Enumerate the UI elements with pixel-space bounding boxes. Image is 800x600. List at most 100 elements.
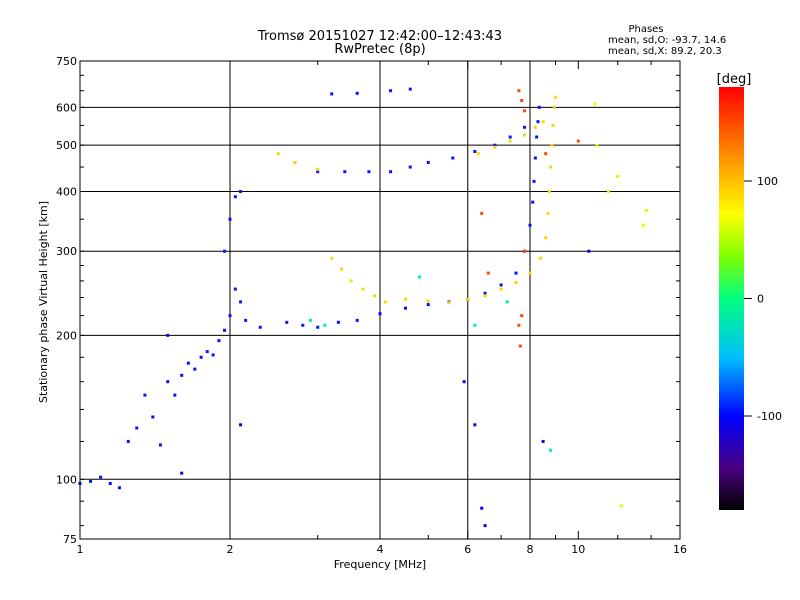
data-point	[166, 380, 170, 384]
colorbar	[719, 87, 744, 510]
data-point	[244, 318, 248, 322]
data-point	[547, 189, 551, 193]
data-point	[619, 504, 623, 508]
data-point	[239, 423, 243, 427]
data-point	[607, 189, 611, 193]
y-axis-label: Stationary phase Virtual Height [km]	[37, 201, 50, 403]
data-point	[143, 393, 147, 397]
colorbar-tick-label: 0	[757, 293, 764, 306]
data-points	[78, 87, 648, 528]
data-point	[486, 271, 490, 275]
colorbar-label: [deg]	[717, 72, 752, 87]
data-point	[151, 415, 155, 419]
data-point	[193, 367, 197, 371]
y-tick-label: 200	[56, 329, 77, 342]
colorbar-tick-label: -100	[757, 410, 782, 423]
data-point	[551, 123, 555, 127]
data-point	[403, 297, 407, 301]
data-point	[520, 314, 524, 318]
data-point	[408, 87, 412, 91]
data-point	[546, 211, 550, 215]
data-point	[126, 439, 130, 443]
data-point	[293, 160, 297, 164]
data-point	[211, 353, 215, 357]
data-point	[233, 287, 237, 291]
data-point	[549, 165, 553, 169]
x-tick-label: 16	[673, 543, 687, 556]
y-tick-label: 100	[56, 473, 77, 486]
data-point	[223, 328, 227, 332]
data-point	[426, 299, 430, 303]
data-point	[553, 95, 557, 99]
data-point	[135, 426, 139, 430]
data-point	[355, 91, 359, 95]
phases-o-line: mean, sd,O: -93.7, 14.6	[608, 35, 726, 46]
data-point	[426, 160, 430, 164]
data-point	[483, 294, 487, 298]
x-tick-label: 8	[527, 543, 534, 556]
y-tick-label: 500	[56, 139, 77, 152]
data-point	[199, 355, 203, 359]
data-point	[340, 267, 344, 271]
data-point	[544, 236, 548, 240]
data-point	[576, 139, 580, 143]
data-point	[228, 314, 232, 318]
data-point	[499, 283, 503, 287]
data-point	[316, 170, 320, 174]
data-point	[408, 165, 412, 169]
x-tick-label: 10	[571, 543, 585, 556]
data-point	[378, 312, 382, 316]
data-point	[308, 318, 312, 322]
data-point	[367, 170, 371, 174]
data-point	[285, 320, 289, 324]
data-point	[330, 256, 334, 260]
data-point	[180, 471, 184, 475]
data-point	[508, 139, 512, 143]
x-tick-label: 4	[377, 543, 384, 556]
phases-x-line: mean, sd,X: 89.2, 20.3	[608, 46, 722, 57]
data-point	[373, 294, 377, 298]
x-axis-label: Frequency [MHz]	[334, 558, 426, 571]
data-point	[239, 189, 243, 193]
data-point	[517, 89, 521, 93]
data-point	[355, 318, 359, 322]
data-point	[523, 125, 527, 129]
data-point	[361, 287, 365, 291]
data-point	[466, 297, 470, 301]
data-point	[593, 102, 597, 106]
data-point	[233, 195, 237, 199]
data-point	[473, 149, 477, 153]
data-point	[535, 135, 539, 139]
data-point	[316, 325, 320, 329]
data-point	[533, 156, 537, 160]
data-point	[537, 105, 541, 109]
data-point	[447, 301, 451, 305]
data-point	[493, 143, 497, 147]
data-point	[166, 333, 170, 337]
data-point	[276, 152, 280, 156]
data-point	[644, 209, 648, 213]
data-point	[523, 133, 527, 137]
data-point	[108, 481, 112, 485]
data-point	[473, 323, 477, 327]
data-point	[480, 506, 484, 510]
data-point	[186, 361, 190, 365]
data-point	[173, 393, 177, 397]
data-point	[514, 281, 518, 285]
data-point	[228, 217, 232, 221]
data-point	[616, 174, 620, 178]
data-point	[528, 223, 532, 227]
data-point	[505, 300, 509, 304]
data-point	[550, 143, 554, 147]
data-point	[533, 125, 537, 129]
data-point	[528, 271, 532, 275]
data-point	[336, 320, 340, 324]
y-tick-label: 750	[56, 55, 77, 68]
grid-lines	[80, 61, 680, 539]
y-tick-label: 600	[56, 101, 77, 114]
colorbar-ticks: 100 0 -100	[744, 175, 782, 423]
data-point	[389, 89, 393, 93]
axis-ticks: 1 2 4 6 8 10 16 75 100 200 300 400 500 600 750	[56, 55, 687, 556]
data-point	[508, 135, 512, 139]
